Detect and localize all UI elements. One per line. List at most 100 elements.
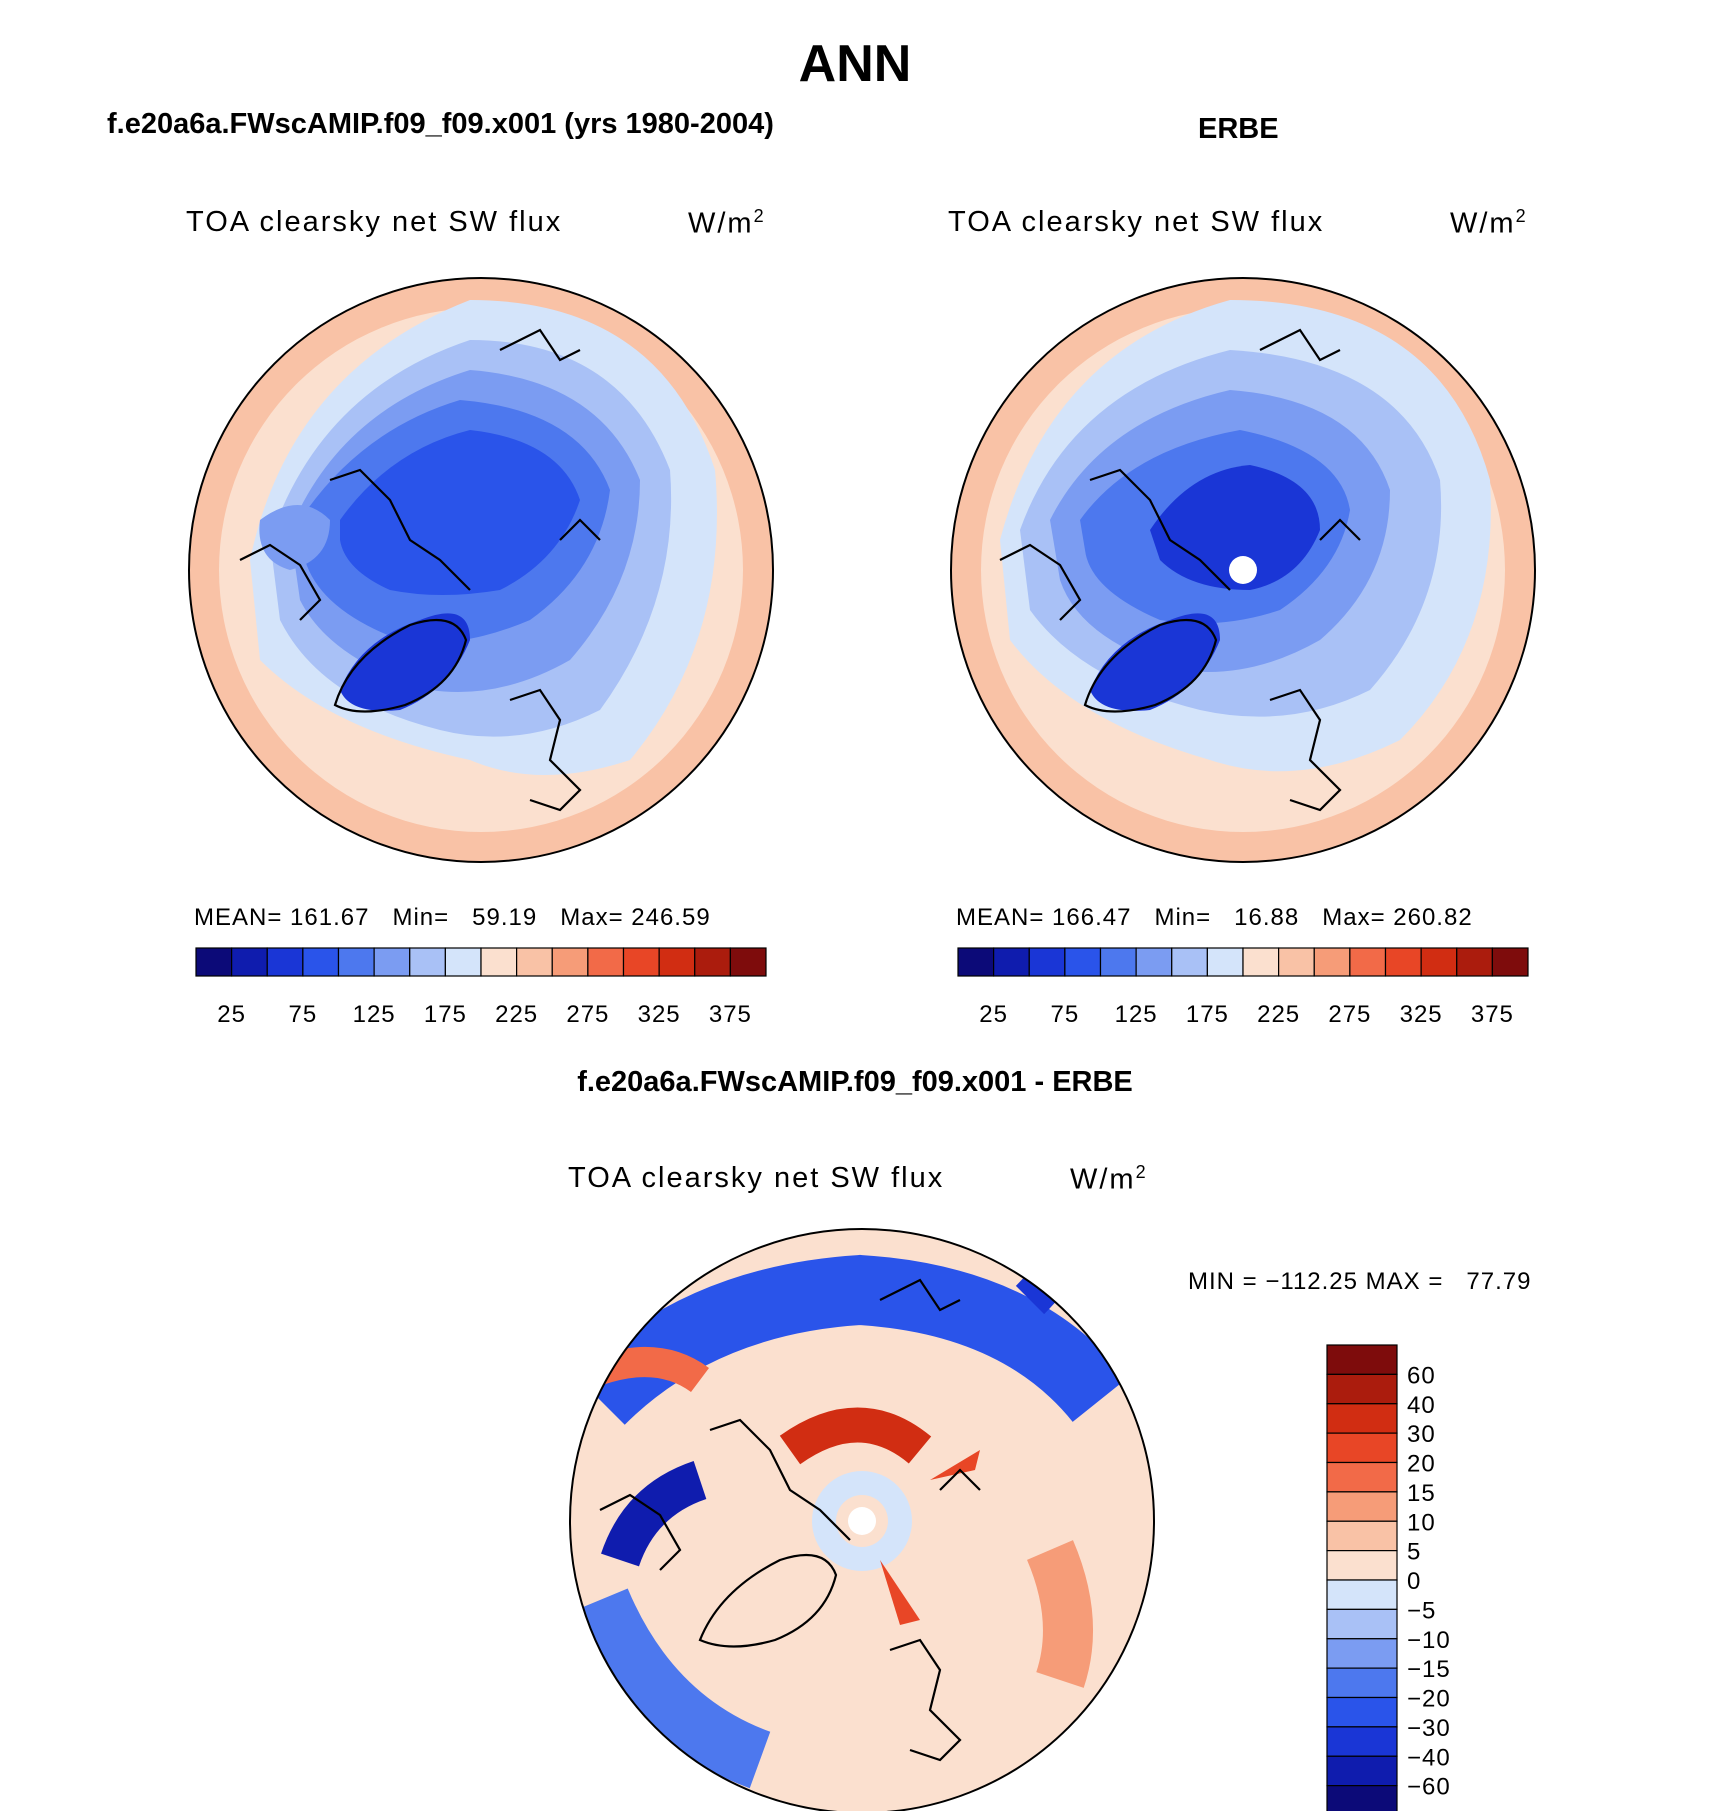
colorbar-box: [1326, 1550, 1398, 1581]
colorbar-box: [480, 947, 518, 977]
colorbar-box: [1028, 947, 1066, 977]
colorbar-box: [1456, 947, 1493, 977]
colorbar-box: [1326, 1579, 1398, 1610]
diff-panel-title: f.e20a6a.FWscAMIP.f09_f09.x001 - ERBE: [577, 1066, 1133, 1098]
colorbar-box: [373, 947, 411, 977]
colorbar-tick-label: −60: [1407, 1774, 1451, 1801]
colorbar-tick-label: −10: [1407, 1627, 1451, 1654]
colorbar-box: [957, 947, 995, 977]
colorbar-box: [1206, 947, 1244, 977]
obs-map: [951, 278, 1535, 862]
model-map: [189, 278, 773, 862]
colorbar-box: [622, 947, 660, 977]
colorbar-box: [1326, 1638, 1398, 1669]
colorbar-box: [1242, 947, 1280, 977]
model-units-label: W/m2: [688, 206, 766, 240]
colorbar-tick-label: 325: [1400, 1001, 1443, 1028]
colorbar-tick-label: 20: [1407, 1451, 1436, 1478]
obs-colorbar: 25 75 125 175 225 275 325 375: [957, 947, 1529, 1028]
figure-title: ANN: [798, 35, 912, 93]
diff-variable-label: TOA clearsky net SW flux: [568, 1162, 945, 1194]
colorbar-box: [1326, 1432, 1398, 1464]
colorbar-tick-label: 10: [1407, 1509, 1436, 1536]
colorbar-tick-label: 225: [495, 1001, 538, 1028]
colorbar-tick-label: 75: [289, 1001, 318, 1028]
diff-stats: MIN = −112.25 MAX = 77.79: [1188, 1268, 1532, 1295]
colorbar-box: [1349, 947, 1387, 977]
model-map-border: [188, 277, 774, 863]
colorbar-box: [1326, 1403, 1398, 1434]
colorbar-tick-label: 30: [1407, 1421, 1436, 1448]
colorbar-tick-label: −30: [1407, 1715, 1451, 1742]
obs-panel-title: ERBE: [1198, 113, 1279, 145]
model-colorbar: 25 75 125 175 225 275 325 375: [195, 947, 767, 1028]
colorbar-tick-label: 175: [1186, 1001, 1229, 1028]
obs-units-label: W/m2: [1450, 206, 1528, 240]
colorbar-tick-label: 5: [1407, 1539, 1421, 1566]
colorbar-box: [337, 947, 375, 977]
colorbar-box: [195, 947, 233, 977]
colorbar-tick-label: 125: [1115, 1001, 1158, 1028]
colorbar-box: [231, 947, 268, 977]
colorbar-box: [1278, 947, 1315, 977]
colorbar-box: [1326, 1667, 1398, 1699]
colorbar-box: [516, 947, 553, 977]
model-variable-label: TOA clearsky net SW flux: [186, 206, 563, 238]
colorbar-box: [1326, 1785, 1398, 1811]
colorbar-tick-label: 25: [217, 1001, 246, 1028]
colorbar-box: [658, 947, 696, 977]
colorbar-box: [1326, 1491, 1398, 1522]
colorbar-tick-label: 60: [1407, 1362, 1436, 1389]
colorbar-box: [1171, 947, 1208, 977]
colorbar-box: [1326, 1461, 1398, 1493]
colorbar-box: [1326, 1520, 1398, 1552]
colorbar-tick-label: −15: [1407, 1656, 1451, 1683]
model-panel-title: f.e20a6a.FWscAMIP.f09_f09.x001 (yrs 1980…: [107, 108, 774, 140]
colorbar-tick-label: 275: [566, 1001, 609, 1028]
colorbar-tick-label: 125: [353, 1001, 396, 1028]
colorbar-tick-label: 375: [709, 1001, 752, 1028]
colorbar-box: [1326, 1608, 1398, 1640]
colorbar-box: [1313, 947, 1351, 977]
obs-variable-label: TOA clearsky net SW flux: [948, 206, 1325, 238]
colorbar-box: [302, 947, 340, 977]
colorbar-tick-label: 75: [1051, 1001, 1080, 1028]
diff-coastlines: [599, 1278, 981, 1762]
colorbar-box: [444, 947, 482, 977]
colorbar-box: [266, 947, 304, 977]
diff-map: [570, 1229, 1154, 1811]
model-stats: MEAN= 161.67 Min= 59.19 Max= 246.59: [194, 904, 711, 931]
colorbar-box: [1326, 1755, 1398, 1787]
colorbar-box: [1099, 947, 1137, 977]
colorbar-box: [1135, 947, 1173, 977]
colorbar-box: [1384, 947, 1422, 977]
colorbar-tick-label: 275: [1328, 1001, 1371, 1028]
colorbar-box: [1326, 1344, 1398, 1375]
colorbar-box: [1491, 947, 1529, 977]
colorbar-box: [694, 947, 731, 977]
colorbar-tick-label: 175: [424, 1001, 467, 1028]
colorbar-tick-label: −40: [1407, 1744, 1451, 1771]
colorbar-box: [1420, 947, 1458, 977]
obs-stats: MEAN= 166.47 Min= 16.88 Max= 260.82: [956, 904, 1473, 931]
colorbar-tick-label: −5: [1407, 1597, 1436, 1624]
colorbar-tick-label: 375: [1471, 1001, 1514, 1028]
colorbar-tick-label: 40: [1407, 1392, 1436, 1419]
colorbar-box: [1064, 947, 1102, 977]
colorbar-box: [587, 947, 625, 977]
colorbar-box: [409, 947, 446, 977]
colorbar-tick-label: 25: [979, 1001, 1008, 1028]
diff-units-label: W/m2: [1070, 1162, 1148, 1196]
colorbar-box: [1326, 1373, 1398, 1405]
colorbar-tick-label: −20: [1407, 1686, 1451, 1713]
colorbar-box: [1326, 1696, 1398, 1728]
colorbar-box: [729, 947, 767, 977]
diff-map-border: [569, 1228, 1155, 1811]
colorbar-box: [551, 947, 589, 977]
colorbar-tick-label: 15: [1407, 1480, 1436, 1507]
model-coastlines: [239, 328, 601, 812]
colorbar-tick-label: 325: [638, 1001, 681, 1028]
